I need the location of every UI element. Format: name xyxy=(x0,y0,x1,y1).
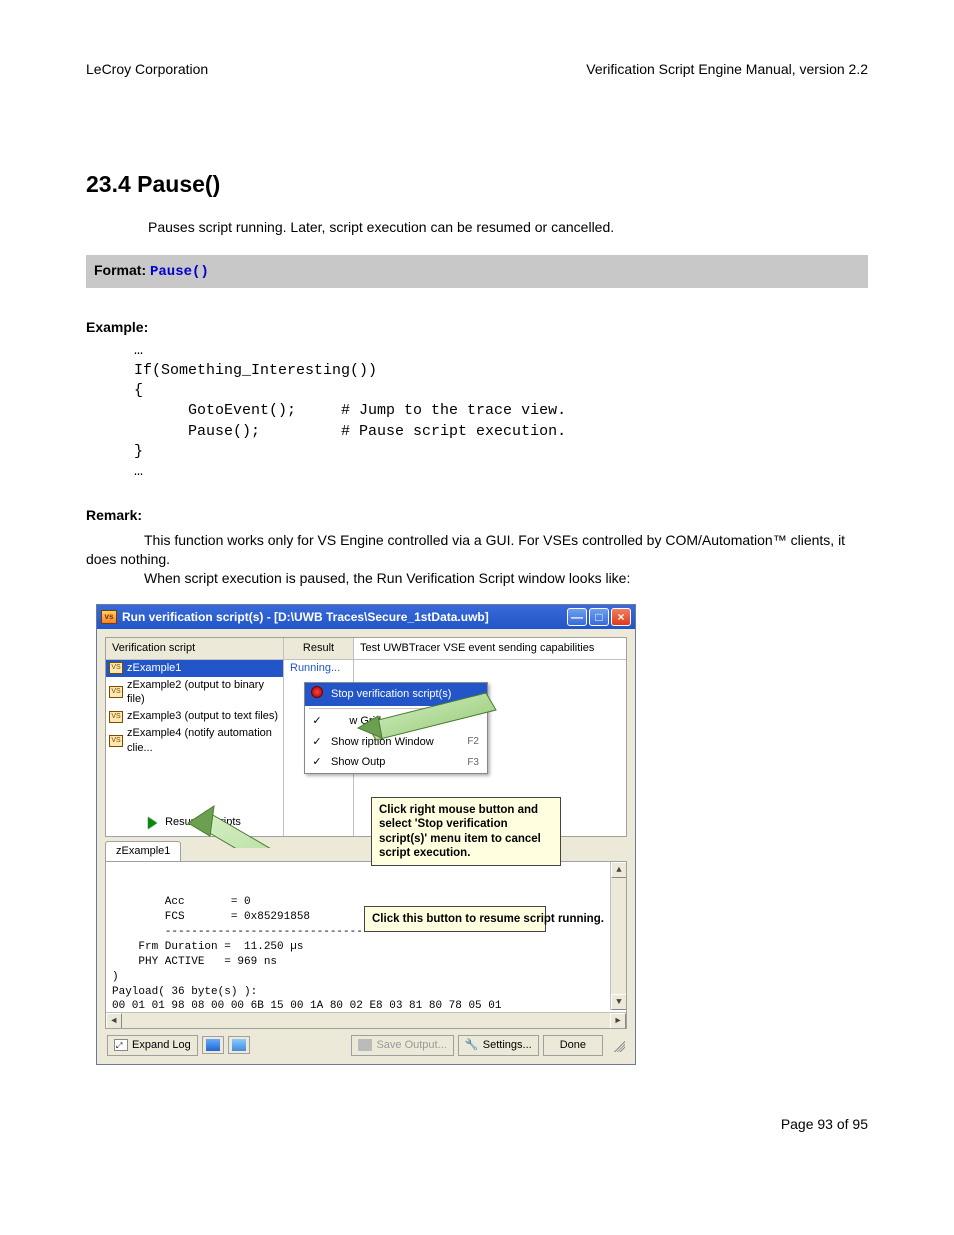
play-icon[interactable] xyxy=(148,817,157,829)
resize-grip[interactable] xyxy=(611,1038,625,1052)
remark-p2: When script execution is paused, the Run… xyxy=(86,569,868,588)
close-button[interactable]: × xyxy=(611,608,631,626)
example-code: … If(Something_Interesting()) { GotoEven… xyxy=(134,341,868,483)
scroll-up-icon[interactable]: ▲ xyxy=(611,862,627,878)
check-icon: ✓ xyxy=(309,735,325,750)
output-tab[interactable]: zExample1 xyxy=(105,841,181,861)
vs-icon: VS xyxy=(109,686,123,698)
ctx-show-win[interactable]: ✓ Show ription Window F2 xyxy=(305,732,487,753)
settings-button[interactable]: 🔧 Settings... xyxy=(458,1035,539,1056)
output-pane: Acc = 0 FCS = 0x85291858 ---------------… xyxy=(105,861,627,1029)
script-name: zExample3 (output to text files) xyxy=(127,709,278,724)
script-row[interactable]: VS zExample1 xyxy=(106,660,283,677)
script-row[interactable]: VS zExample2 (output to binary file) xyxy=(106,677,283,709)
remark-p1: This function works only for VS Engine c… xyxy=(86,531,868,569)
vs-icon: VS xyxy=(109,735,123,747)
page-footer: Page 93 of 95 xyxy=(86,1115,868,1134)
format-label: Format: xyxy=(94,262,150,278)
ctx-show-out-label: Show Outp xyxy=(331,755,385,770)
vertical-scrollbar[interactable]: ▲ ▼ xyxy=(610,862,626,1010)
done-label: Done xyxy=(560,1038,586,1053)
remark-body: This function works only for VS Engine c… xyxy=(86,531,868,588)
expand-log-button[interactable]: ⤢ Expand Log xyxy=(107,1035,198,1056)
expand-icon: ⤢ xyxy=(114,1039,128,1051)
list-icon xyxy=(206,1039,220,1051)
script-col-head: Verification script xyxy=(106,638,283,660)
ctx-show-out[interactable]: ✓ Show Outp F3 xyxy=(305,752,487,773)
result-running: Running... xyxy=(284,660,353,677)
script-name: zExample1 xyxy=(127,661,181,676)
header-right: Verification Script Engine Manual, versi… xyxy=(586,60,868,79)
vs-icon: VS xyxy=(109,662,123,674)
minimize-button[interactable]: — xyxy=(567,608,587,626)
format-code: Pause() xyxy=(150,264,209,280)
run-vs-window: vs Run verification script(s) - [D:\UWB … xyxy=(96,604,636,1065)
script-row[interactable]: VS zExample3 (output to text files) xyxy=(106,708,283,725)
ctx-shortcut: F3 xyxy=(467,756,479,770)
result-col-head: Result xyxy=(284,638,353,660)
scroll-right-icon[interactable]: ► xyxy=(610,1013,626,1029)
check-icon: ✓ xyxy=(309,714,325,729)
bottom-bar: ⤢ Expand Log Save Output... 🔧 Settings..… xyxy=(105,1029,627,1058)
ctx-stop-label: Stop verification script(s) xyxy=(331,687,451,702)
remark-label: Remark: xyxy=(86,506,868,525)
header-left: LeCroy Corporation xyxy=(86,60,208,79)
resume-row: Resume scripts xyxy=(106,807,283,836)
format-box: Format: Pause() xyxy=(86,255,868,288)
maximize-button[interactable]: □ xyxy=(589,608,609,626)
ctx-grid[interactable]: ✓ w Grid xyxy=(305,711,487,732)
view-button-1[interactable] xyxy=(202,1036,224,1054)
section-title: 23.4 Pause() xyxy=(86,169,868,200)
ctx-grid-label: w Grid xyxy=(331,714,381,729)
detail-icon xyxy=(232,1039,246,1051)
ctx-shortcut: F2 xyxy=(467,735,479,749)
context-menu: Stop verification script(s) ✓ w Grid ✓ S… xyxy=(304,682,488,774)
expand-log-label: Expand Log xyxy=(132,1038,191,1053)
callout-resume: Click this button to resume script runni… xyxy=(364,906,546,932)
disk-icon xyxy=(358,1039,372,1051)
titlebar: vs Run verification script(s) - [D:\UWB … xyxy=(97,605,635,629)
done-button[interactable]: Done xyxy=(543,1035,603,1056)
stop-icon xyxy=(311,686,323,698)
scroll-down-icon[interactable]: ▼ xyxy=(611,994,627,1010)
example-label: Example: xyxy=(86,318,868,337)
script-row[interactable]: VS zExample4 (notify automation clie... xyxy=(106,725,283,757)
check-icon: ✓ xyxy=(309,755,325,770)
gear-icon: 🔧 xyxy=(465,1039,479,1051)
save-output-button: Save Output... xyxy=(351,1035,453,1056)
window-title: Run verification script(s) - [D:\UWB Tra… xyxy=(122,609,489,625)
ctx-show-win-label: Show ription Window xyxy=(331,735,434,750)
callout-stop: Click right mouse button and select 'Sto… xyxy=(371,797,561,867)
script-name: zExample4 (notify automation clie... xyxy=(127,726,280,756)
settings-label: Settings... xyxy=(483,1038,532,1053)
scroll-left-icon[interactable]: ◄ xyxy=(106,1013,122,1029)
view-button-2[interactable] xyxy=(228,1036,250,1054)
section-description: Pauses script running. Later, script exe… xyxy=(148,218,868,237)
horizontal-scrollbar[interactable]: ◄ ► xyxy=(106,1012,626,1028)
ctx-stop[interactable]: Stop verification script(s) xyxy=(305,683,487,706)
save-output-label: Save Output... xyxy=(376,1038,446,1053)
app-icon: vs xyxy=(101,610,117,624)
script-name: zExample2 (output to binary file) xyxy=(127,678,280,708)
vs-icon: VS xyxy=(109,711,123,723)
resume-label[interactable]: Resume scripts xyxy=(165,815,241,830)
desc-head: Test UWBTracer VSE event sending capabil… xyxy=(354,638,626,660)
